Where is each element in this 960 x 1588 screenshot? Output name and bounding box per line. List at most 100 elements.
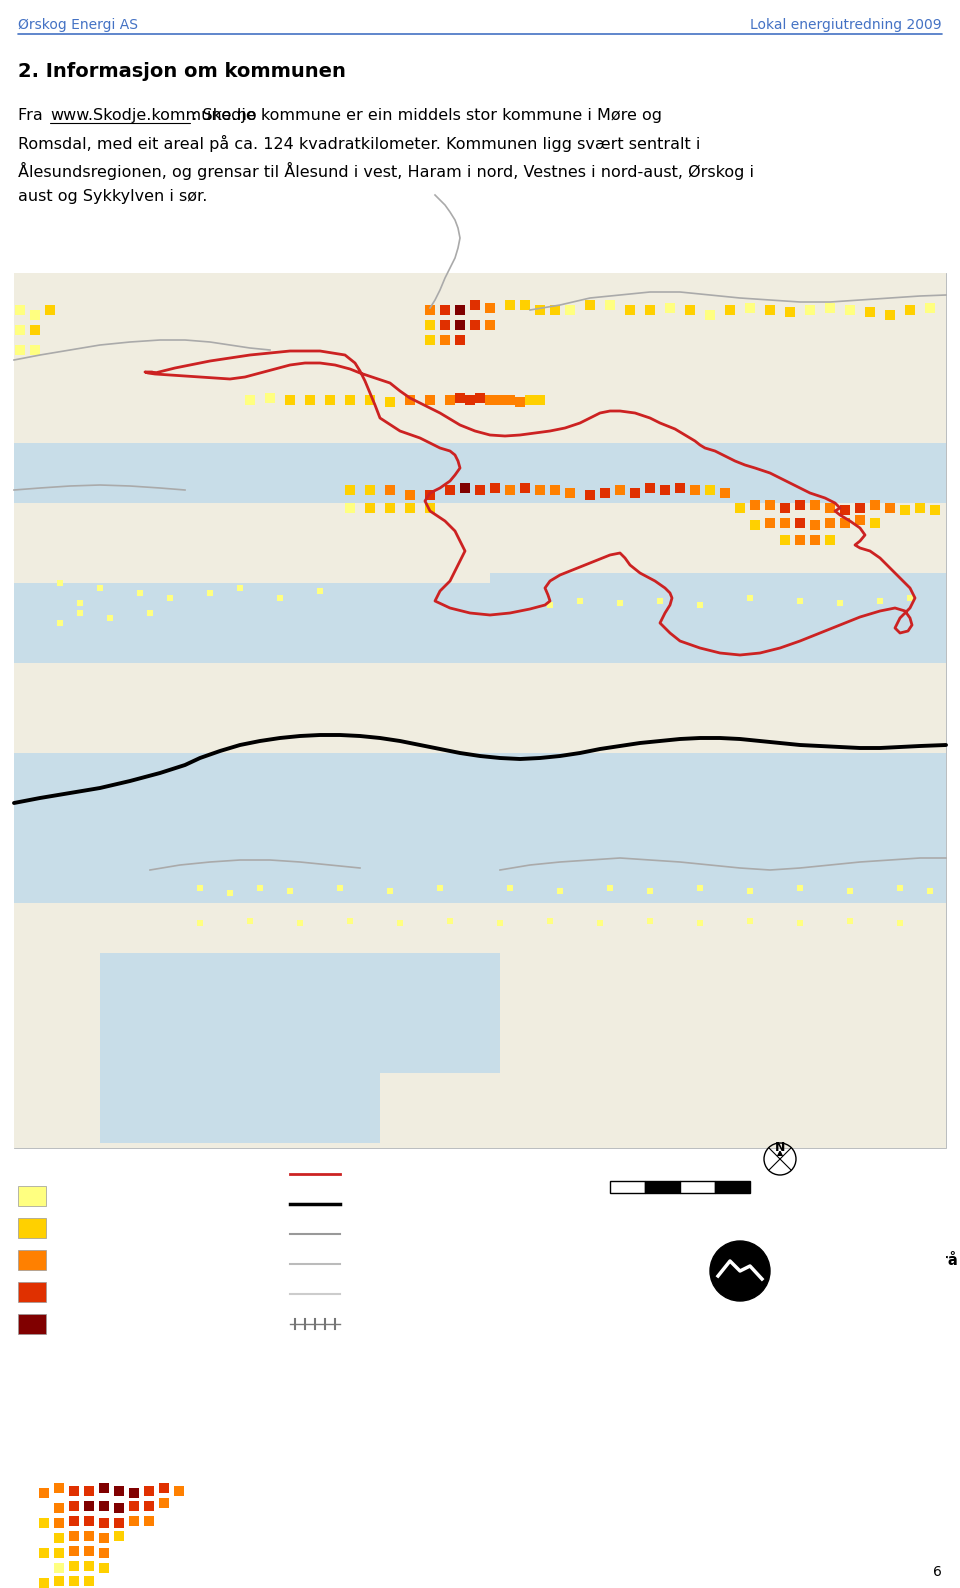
FancyBboxPatch shape bbox=[18, 1250, 46, 1270]
FancyBboxPatch shape bbox=[747, 596, 753, 600]
FancyBboxPatch shape bbox=[847, 918, 853, 924]
FancyBboxPatch shape bbox=[30, 326, 40, 335]
FancyBboxPatch shape bbox=[840, 505, 850, 515]
Ellipse shape bbox=[710, 1240, 770, 1301]
FancyBboxPatch shape bbox=[750, 519, 760, 530]
FancyBboxPatch shape bbox=[14, 413, 490, 634]
FancyBboxPatch shape bbox=[525, 395, 535, 405]
FancyBboxPatch shape bbox=[297, 919, 303, 926]
FancyBboxPatch shape bbox=[14, 273, 946, 1148]
FancyBboxPatch shape bbox=[129, 1501, 139, 1512]
FancyBboxPatch shape bbox=[54, 1548, 64, 1558]
FancyBboxPatch shape bbox=[416, 1282, 424, 1289]
FancyBboxPatch shape bbox=[84, 1547, 94, 1556]
FancyBboxPatch shape bbox=[39, 1488, 49, 1497]
Text: Europaveg: Europaveg bbox=[348, 1197, 420, 1210]
FancyBboxPatch shape bbox=[765, 305, 775, 314]
FancyBboxPatch shape bbox=[470, 300, 480, 310]
FancyBboxPatch shape bbox=[84, 1517, 94, 1526]
FancyBboxPatch shape bbox=[247, 918, 253, 924]
FancyBboxPatch shape bbox=[425, 395, 435, 405]
FancyBboxPatch shape bbox=[490, 483, 500, 492]
FancyBboxPatch shape bbox=[780, 535, 790, 545]
FancyBboxPatch shape bbox=[159, 1483, 169, 1493]
FancyBboxPatch shape bbox=[99, 1483, 109, 1493]
FancyBboxPatch shape bbox=[365, 503, 375, 513]
FancyBboxPatch shape bbox=[765, 518, 775, 527]
Text: 55 -  88: 55 - 88 bbox=[54, 1285, 106, 1297]
FancyBboxPatch shape bbox=[845, 305, 855, 314]
FancyBboxPatch shape bbox=[475, 392, 485, 403]
FancyBboxPatch shape bbox=[715, 1181, 750, 1193]
FancyBboxPatch shape bbox=[856, 1282, 864, 1289]
Text: 6: 6 bbox=[933, 1566, 942, 1578]
FancyBboxPatch shape bbox=[84, 1561, 94, 1571]
FancyBboxPatch shape bbox=[15, 305, 25, 314]
FancyBboxPatch shape bbox=[556, 1278, 564, 1286]
FancyBboxPatch shape bbox=[725, 305, 735, 314]
FancyBboxPatch shape bbox=[720, 488, 730, 499]
FancyBboxPatch shape bbox=[129, 1517, 139, 1526]
FancyBboxPatch shape bbox=[825, 303, 835, 313]
FancyBboxPatch shape bbox=[99, 1532, 109, 1544]
Text: : Skodje kommune er ein middels stor kommune i Møre og: : Skodje kommune er ein middels stor kom… bbox=[192, 108, 662, 122]
FancyBboxPatch shape bbox=[14, 583, 490, 664]
FancyBboxPatch shape bbox=[144, 1517, 154, 1526]
FancyBboxPatch shape bbox=[507, 885, 513, 891]
FancyBboxPatch shape bbox=[385, 484, 395, 495]
FancyBboxPatch shape bbox=[925, 303, 935, 313]
FancyBboxPatch shape bbox=[45, 305, 55, 314]
FancyBboxPatch shape bbox=[900, 505, 910, 515]
FancyBboxPatch shape bbox=[870, 500, 880, 510]
FancyBboxPatch shape bbox=[455, 392, 465, 403]
FancyBboxPatch shape bbox=[15, 345, 25, 356]
FancyBboxPatch shape bbox=[515, 397, 525, 407]
Text: Fylkesveg: Fylkesveg bbox=[348, 1258, 413, 1270]
FancyBboxPatch shape bbox=[485, 303, 495, 313]
FancyBboxPatch shape bbox=[345, 503, 355, 513]
FancyBboxPatch shape bbox=[907, 596, 913, 600]
FancyBboxPatch shape bbox=[347, 918, 353, 924]
FancyBboxPatch shape bbox=[747, 888, 753, 894]
FancyBboxPatch shape bbox=[456, 1277, 464, 1285]
FancyBboxPatch shape bbox=[657, 599, 663, 603]
FancyBboxPatch shape bbox=[565, 305, 575, 314]
FancyBboxPatch shape bbox=[356, 1278, 364, 1286]
FancyBboxPatch shape bbox=[716, 1278, 724, 1286]
FancyBboxPatch shape bbox=[237, 584, 243, 591]
FancyBboxPatch shape bbox=[69, 1501, 79, 1512]
Text: Statistics Norway: Statistics Norway bbox=[778, 1270, 880, 1285]
FancyBboxPatch shape bbox=[896, 1278, 904, 1286]
FancyBboxPatch shape bbox=[137, 591, 143, 596]
Text: 2,5: 2,5 bbox=[670, 1164, 690, 1177]
FancyBboxPatch shape bbox=[99, 1501, 109, 1512]
Text: Statistisk sentralbyrå: Statistisk sentralbyrå bbox=[778, 1251, 958, 1267]
FancyBboxPatch shape bbox=[490, 413, 946, 573]
FancyBboxPatch shape bbox=[405, 491, 415, 500]
FancyBboxPatch shape bbox=[69, 1547, 79, 1556]
FancyBboxPatch shape bbox=[99, 1563, 109, 1574]
FancyBboxPatch shape bbox=[660, 484, 670, 495]
Text: aust og Sykkylven i sør.: aust og Sykkylven i sør. bbox=[18, 189, 207, 203]
Text: 0: 0 bbox=[606, 1164, 614, 1177]
FancyBboxPatch shape bbox=[405, 395, 415, 405]
FancyBboxPatch shape bbox=[675, 483, 685, 492]
FancyBboxPatch shape bbox=[780, 503, 790, 513]
Text: Lokal energiutredning 2009: Lokal energiutredning 2009 bbox=[751, 17, 942, 32]
FancyBboxPatch shape bbox=[656, 1277, 664, 1285]
FancyBboxPatch shape bbox=[405, 503, 415, 513]
FancyBboxPatch shape bbox=[257, 885, 263, 891]
FancyBboxPatch shape bbox=[680, 1181, 715, 1193]
FancyBboxPatch shape bbox=[836, 1278, 844, 1286]
FancyBboxPatch shape bbox=[685, 305, 695, 314]
FancyBboxPatch shape bbox=[547, 918, 553, 924]
Text: Datakjelde: Folke- og bustadteljing 2001: Datakjelde: Folke- og bustadteljing 2001 bbox=[610, 1212, 864, 1224]
FancyBboxPatch shape bbox=[485, 321, 495, 330]
FancyBboxPatch shape bbox=[14, 753, 946, 923]
FancyBboxPatch shape bbox=[485, 395, 495, 405]
FancyBboxPatch shape bbox=[877, 599, 883, 603]
FancyBboxPatch shape bbox=[697, 602, 703, 608]
FancyBboxPatch shape bbox=[735, 503, 745, 513]
FancyBboxPatch shape bbox=[476, 1278, 484, 1286]
FancyBboxPatch shape bbox=[645, 483, 655, 492]
